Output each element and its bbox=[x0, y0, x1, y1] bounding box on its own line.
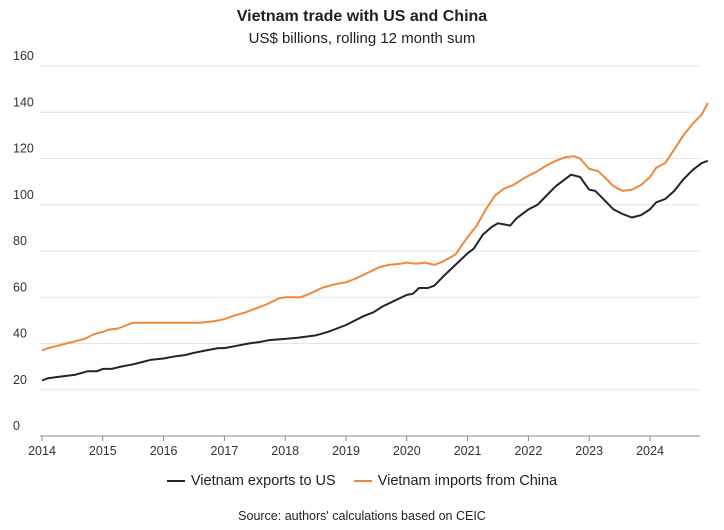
chart-subtitle: US$ billions, rolling 12 month sum bbox=[248, 30, 476, 47]
y-tick-label: 100 bbox=[13, 188, 34, 202]
legend-swatch-exports bbox=[166, 480, 185, 482]
legend-label-imports: Vietnam imports from China bbox=[377, 473, 558, 489]
series-lines bbox=[41, 102, 709, 382]
source-note: Source: authors' calculations based on C… bbox=[238, 509, 486, 523]
y-tick-label: 40 bbox=[13, 327, 27, 341]
legend-item-exports[interactable]: Vietnam exports to US bbox=[166, 473, 336, 489]
x-tick-label: 2020 bbox=[393, 444, 421, 458]
y-tick-label: 60 bbox=[13, 280, 27, 294]
x-axis-ticks: 2014 2015 2016 2017 2018 2019 2020 2021 2022 2023… bbox=[28, 436, 664, 458]
legend-item-imports[interactable]: Vietnam imports from China bbox=[353, 473, 558, 489]
x-tick-label: 2021 bbox=[454, 444, 482, 458]
legend-swatch-imports bbox=[353, 480, 372, 482]
x-tick-label: 2023 bbox=[575, 444, 603, 458]
x-tick-label: 2019 bbox=[332, 444, 360, 458]
y-tick-label: 0 bbox=[13, 419, 20, 433]
x-tick-label: 2017 bbox=[210, 444, 238, 458]
legend: Vietnam exports to US Vietnam imports fr… bbox=[0, 473, 724, 489]
series-line-imports-from-china bbox=[41, 102, 709, 352]
y-tick-label: 80 bbox=[13, 234, 27, 248]
x-tick-label: 2016 bbox=[150, 444, 178, 458]
y-tick-label: 140 bbox=[13, 95, 34, 109]
y-tick-label: 20 bbox=[13, 373, 27, 387]
x-tick-label: 2022 bbox=[514, 444, 542, 458]
chart-title: Vietnam trade with US and China bbox=[236, 8, 488, 25]
y-tick-label: 120 bbox=[13, 142, 34, 156]
x-tick-label: 2024 bbox=[636, 444, 664, 458]
legend-label-exports: Vietnam exports to US bbox=[190, 473, 336, 489]
gridlines bbox=[40, 65, 700, 437]
series-line-exports-to-us bbox=[41, 159, 709, 382]
y-axis-ticks: 0 20 40 60 80 100 120 140 160 bbox=[13, 49, 34, 433]
y-tick-label: 160 bbox=[13, 49, 34, 63]
x-tick-label: 2015 bbox=[89, 444, 117, 458]
x-tick-label: 2014 bbox=[28, 444, 56, 458]
x-tick-label: 2018 bbox=[271, 444, 299, 458]
